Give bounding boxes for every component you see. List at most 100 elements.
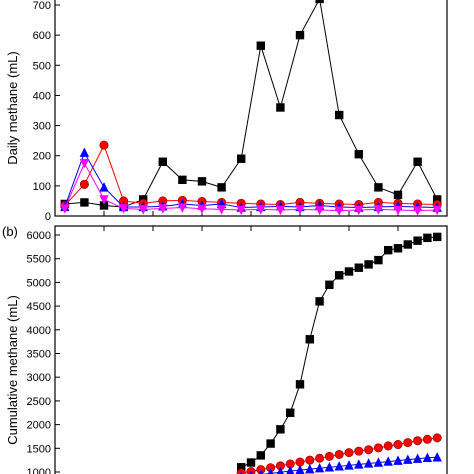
series-3-point: [393, 455, 403, 465]
series-2-point: [79, 179, 89, 189]
y-tick-label: 1500: [27, 443, 51, 455]
series-1-point: [256, 451, 265, 460]
series-3-point: [334, 461, 344, 471]
series-1-point: [433, 195, 442, 204]
panel-b-label: (b): [2, 224, 18, 239]
series-4-point: [393, 205, 403, 216]
panel-b-series: [236, 232, 442, 474]
series-4-point: [256, 205, 266, 215]
series-1-point: [237, 463, 246, 472]
series-2-point: [422, 434, 432, 444]
series-4-point: [373, 205, 384, 215]
series-2: [60, 140, 442, 210]
y-tick-label: 300: [33, 121, 51, 133]
series-1-point: [315, 297, 324, 306]
series-4-point: [275, 205, 286, 216]
series-3-point: [276, 467, 284, 474]
series-2-point: [99, 140, 109, 150]
series-1-point: [325, 280, 334, 289]
y-tick-label: 3000: [27, 372, 51, 384]
series-4-point: [177, 203, 188, 213]
panel-a-y-axis-title: Daily methane (mL): [5, 51, 20, 164]
series-4-point: [314, 205, 325, 216]
series-1-point: [158, 157, 167, 166]
series-4-point: [60, 204, 70, 214]
y-tick-label: 2000: [27, 420, 51, 432]
series-2-point: [373, 443, 383, 453]
series-4-point: [354, 205, 364, 216]
series-3-point: [79, 147, 90, 157]
series-1-point: [393, 190, 403, 200]
series-4-point: [295, 205, 305, 215]
series-1-point: [413, 236, 422, 245]
y-tick-label: 4000: [27, 325, 51, 337]
series-1-line: [64, 0, 438, 208]
series-4-point: [334, 206, 344, 216]
series-4: [60, 159, 442, 216]
series-1-point: [423, 233, 432, 243]
series-1-point: [197, 177, 207, 186]
series-2-line: [64, 143, 438, 206]
series-3-point: [412, 453, 423, 463]
y-tick-label: 3500: [27, 349, 51, 361]
series-4-point: [158, 204, 168, 214]
series-1-point: [374, 255, 383, 265]
series-1: [60, 0, 442, 212]
series-3-point: [432, 452, 442, 462]
series-1-point: [266, 439, 275, 448]
panel-a-y-ticks: 0 100 200 300 400 500 600 700: [33, 0, 60, 223]
y-tick-label: 5500: [27, 254, 51, 266]
series-3-point: [239, 471, 243, 474]
series-2-point: [432, 433, 442, 443]
series-4-point: [236, 205, 246, 216]
series-2-point: [344, 448, 354, 458]
series-4-point: [99, 195, 109, 205]
series-1-point: [80, 198, 89, 207]
series-1-point: [403, 240, 412, 249]
series-4-point: [118, 204, 129, 214]
daily-methane-panel: 0 100 200 300 400 500 600 700 Daily methane (mL…: [5, 0, 448, 223]
series-3-point: [258, 469, 264, 474]
series-1-point: [433, 232, 442, 242]
series-2-point: [354, 446, 364, 456]
y-tick-label: 100: [33, 181, 51, 193]
series-1-point: [286, 408, 295, 417]
series-2-point: [403, 438, 413, 448]
y-tick-label: 200: [33, 151, 51, 163]
y-tick-label: 6000: [27, 230, 51, 242]
series-1-point: [393, 244, 403, 253]
series-4-line: [64, 162, 438, 212]
series-2: [236, 433, 442, 474]
series-1-point: [99, 201, 109, 210]
y-tick-label: 5000: [27, 277, 51, 289]
series-2-point: [315, 453, 325, 463]
y-tick-label: 600: [33, 30, 51, 42]
series-3-point: [422, 452, 433, 462]
series-1-point: [364, 260, 373, 269]
series-3-point: [373, 457, 384, 467]
series-1-point: [217, 183, 226, 192]
series-1-point: [335, 110, 344, 120]
series-4-point: [412, 206, 423, 216]
y-tick-label: 1000: [27, 467, 51, 474]
series-2-point: [236, 468, 246, 474]
series-3-point: [354, 459, 364, 469]
series-1-point: [335, 271, 344, 280]
panel-a-series: [60, 0, 442, 216]
y-tick-label: 4500: [27, 301, 51, 313]
series-3-point: [344, 460, 354, 470]
series-1-point: [295, 30, 305, 40]
series-1-point: [256, 41, 265, 50]
y-tick-label: 700: [33, 0, 51, 12]
series-1-point: [384, 245, 393, 255]
series-1: [237, 232, 442, 472]
series-2-point: [413, 436, 423, 446]
panel-b-y-axis-title: Cumulative methane (mL): [5, 295, 20, 445]
series-3-point: [363, 458, 374, 468]
y-tick-label: 0: [45, 211, 51, 223]
panel-b-x-ticks: [103, 226, 399, 231]
series-4-point: [138, 205, 148, 215]
series-1-point: [246, 458, 256, 467]
series-3-point: [305, 463, 315, 474]
